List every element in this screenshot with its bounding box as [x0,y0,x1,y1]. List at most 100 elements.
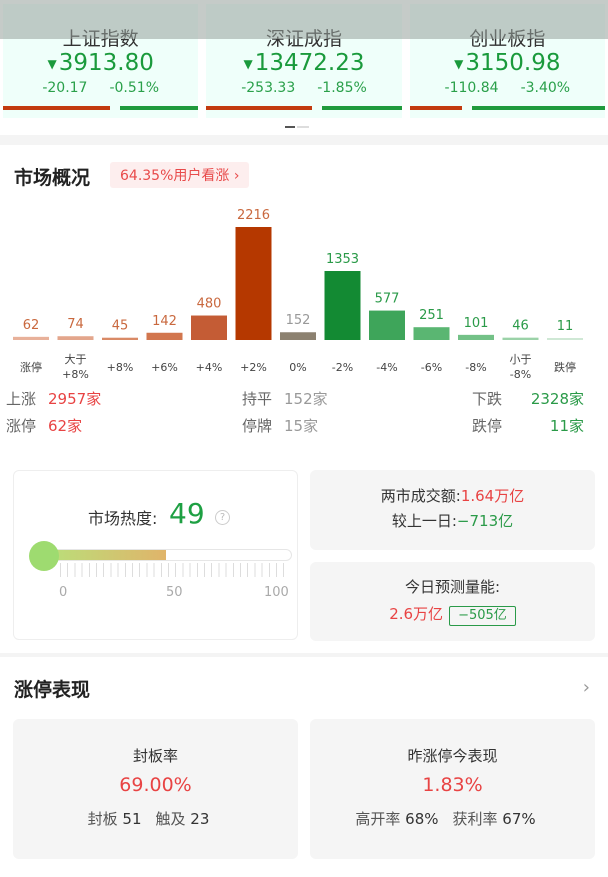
index-change: -110.84 [444,80,499,96]
bar-value-label: 45 [112,319,129,334]
index-price: ▼3913.80 [3,50,198,76]
gauge-knob [29,541,59,571]
stat-limit_up: 涨停 62家 [6,416,82,436]
index-change: -20.17 [42,80,88,96]
index-card-sz[interactable]: 深证成指 ▼13472.23 -253.33 -1.85% [206,4,402,118]
prev-label: 较上一日: [391,512,457,530]
index-name: 深证成指 [265,28,342,50]
section-title: 市场概况 [14,167,91,189]
forecast-label: 今日预测量能: [404,578,501,596]
bar-7 [324,271,361,340]
section-title: 涨停表现 [14,679,91,701]
forecast-diff: −505亿 [449,606,516,626]
index-card-sh[interactable]: 上证指数 ▼3913.80 -20.17 -0.51% [3,4,199,118]
stat-down: 下跌 2328家 [472,389,584,409]
sealed-count: 51 [122,810,142,828]
badge-text: 64.35%用户看涨 [120,168,230,184]
sealed-label: 封板 [87,810,118,828]
bar-10 [458,334,494,340]
up-down-ratio-bar [3,106,199,110]
up-down-ratio-bar [409,106,605,110]
index-change: -253.33 [241,80,296,96]
category-label: 小于 [510,353,532,366]
category-label: +6% [151,361,178,374]
bullish-badge[interactable]: 64.35%用户看涨 › [110,162,250,188]
stat-label: 上涨 [6,390,37,408]
bar-9 [413,327,450,340]
tick-label: 50 [166,585,183,600]
category-label: -2% [332,361,353,374]
up-down-ratio-bar [206,106,402,110]
chevron-right-icon[interactable]: › [582,677,590,698]
category-label: -8% [510,368,531,381]
index-pct: -1.85% [317,80,367,96]
bar-value-label: 46 [512,319,529,334]
tick-label: 0 [59,585,68,600]
bar-value-label: 142 [152,314,177,329]
category-label: +2% [240,361,267,374]
bar-3 [146,332,183,340]
bar-value-label: 62 [23,318,40,333]
category-label: -6% [421,361,442,374]
index-pct: -0.51% [109,80,159,96]
down-triangle-icon: ▼ [454,56,464,71]
gauge-ticks [60,563,290,577]
profit-rate: 67% [502,810,536,828]
forecast-value: 2.6万亿 [389,605,444,623]
heat-gauge [44,549,292,561]
bar-8 [369,310,405,340]
bar-6 [280,332,316,340]
chevron-right-icon: › [233,168,240,184]
heat-label: 市场热度: [88,509,158,528]
bar-value-label: 11 [557,319,574,334]
index-name: 上证指数 [62,28,139,50]
stat-label: 下跌 [472,390,503,408]
stat-value: 11家 [549,417,584,435]
price-value: 3913.80 [58,50,154,76]
stat-suspended: 停牌 15家 [242,416,318,436]
stat-value: 2328家 [530,390,584,408]
stat-label: 涨停 [6,417,37,435]
stat-label: 停牌 [242,417,273,435]
profit-label: 获利率 [452,810,498,828]
category-label: +4% [196,361,223,374]
stat-label: 跌停 [472,417,503,435]
category-label: -4% [376,361,397,374]
bar-value-label: 74 [67,317,84,332]
card-title: 封板率 [132,747,178,765]
stat-label: 持平 [242,390,273,408]
index-card-cyb[interactable]: 创业板指 ▼3150.98 -110.84 -3.40% [409,4,605,118]
price-value: 13472.23 [254,50,365,76]
stat-value: 152家 [284,390,328,408]
heat-value: 49 [169,497,205,530]
turnover-value: 1.64万亿 [460,487,525,505]
bar-value-label: 577 [375,292,400,307]
index-name: 创业板指 [469,28,546,50]
seal-rate-card: 封板率 69.00% 封板 51 触及 23 [13,719,298,859]
card-title: 昨涨停今表现 [407,747,498,765]
category-label: -8% [465,361,486,374]
index-carousel: 上证指数 ▼3913.80 -20.17 -0.51% 深证成指 ▼13472.2… [0,0,608,135]
turnover-card: 两市成交额:1.64万亿 较上一日:−713亿 [310,470,595,550]
touched-count: 23 [190,810,210,828]
down-triangle-icon: ▼ [243,56,253,71]
bar-0 [13,336,49,340]
help-icon[interactable]: ? [215,510,230,525]
open-rate: 68% [405,810,439,828]
forecast-card: 今日预测量能: 2.6万亿 −505亿 [310,562,595,641]
down-triangle-icon: ▼ [47,56,57,71]
stat-value: 62家 [48,417,83,435]
bar-value-label: 251 [419,308,444,323]
index-price: ▼13472.23 [206,50,401,76]
bar-12 [547,338,583,340]
stat-flat: 持平 152家 [242,389,328,409]
stat-value: 15家 [284,417,319,435]
bar-value-label: 2216 [237,208,270,223]
bar-5 [235,227,272,340]
stats-grid: 上涨 2957家 持平 152家 下跌 2328家 涨停 62家 停牌 15家 跌停 11家 [0,389,608,441]
prev-value: −713亿 [456,512,514,530]
category-label: +8% [107,361,134,374]
carousel-pager[interactable] [285,126,309,128]
market-heat-card: 市场热度: 49 ? 0 50 100 [13,470,298,640]
touched-label: 触及 [155,810,186,828]
